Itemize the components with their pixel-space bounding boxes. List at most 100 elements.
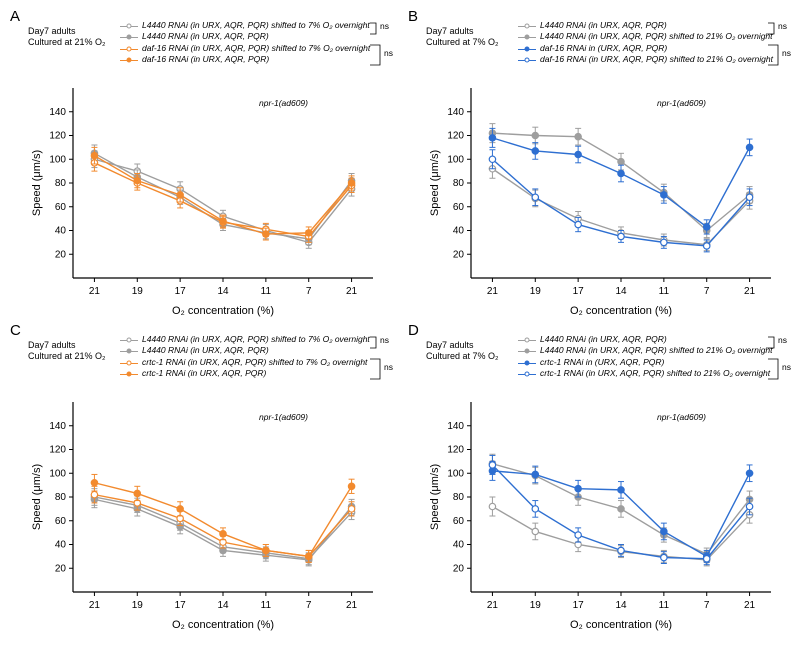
legend-text: L4440 RNAi (in URX, AQR, PQR) (540, 334, 667, 345)
data-point (348, 180, 354, 186)
legend-swatch (120, 33, 138, 41)
data-point (306, 230, 312, 236)
legend-swatch (518, 33, 536, 41)
legend-item: L4440 RNAi (in URX, AQR, PQR) shifted to… (518, 345, 773, 356)
y-tick-label: 100 (49, 154, 66, 165)
panel-C: CDay7 adultsCultured at 21% O₂L4440 RNAi… (10, 322, 400, 632)
data-point (263, 231, 269, 237)
data-point (746, 194, 752, 200)
y-tick-label: 120 (447, 131, 464, 142)
data-point (489, 462, 495, 468)
y-tick-label: 60 (55, 202, 67, 213)
x-tick-label: 7 (704, 600, 710, 611)
ns-label-2: ns (782, 362, 791, 372)
culture-line2: Cultured at 7% O₂ (426, 37, 499, 47)
data-point (704, 243, 710, 249)
culture-condition: Day7 adultsCultured at 21% O₂ (28, 26, 106, 49)
legend: L4440 RNAi (in URX, AQR, PQR) shifted to… (120, 334, 370, 380)
data-point (134, 490, 140, 496)
x-tick-label: 21 (487, 600, 499, 611)
data-point (575, 133, 581, 139)
y-axis-label: Speed (μm/s) (31, 464, 43, 530)
y-tick-label: 40 (55, 226, 67, 237)
legend-swatch (518, 370, 536, 378)
culture-line2: Cultured at 7% O₂ (426, 351, 499, 361)
y-tick-label: 80 (55, 492, 67, 503)
x-axis-label: O₂ concentration (%) (570, 305, 672, 317)
culture-line1: Day7 adults (28, 340, 76, 350)
data-point (91, 480, 97, 486)
legend-text: L4440 RNAi (in URX, AQR, PQR) shifted to… (540, 345, 773, 356)
data-point (532, 194, 538, 200)
culture-condition: Day7 adultsCultured at 21% O₂ (28, 340, 106, 363)
y-tick-label: 100 (447, 468, 464, 479)
y-tick-label: 140 (49, 421, 66, 432)
y-axis-label: Speed (μm/s) (31, 150, 43, 216)
legend-swatch (120, 45, 138, 53)
legend-text: daf-16 RNAi (in URX, AQR, PQR) shifted t… (142, 43, 370, 54)
data-point (489, 135, 495, 141)
data-point (532, 471, 538, 477)
data-point (575, 485, 581, 491)
y-tick-label: 40 (453, 540, 465, 551)
data-point (489, 503, 495, 509)
legend-text: crtc-1 RNAi in (URX, AQR, PQR) (540, 357, 664, 368)
legend-item: L4440 RNAi (in URX, AQR, PQR) shifted to… (120, 334, 370, 345)
ns-label-2: ns (782, 48, 791, 58)
data-point (348, 483, 354, 489)
y-tick-label: 100 (447, 154, 464, 165)
x-tick-label: 7 (306, 286, 312, 297)
culture-line2: Cultured at 21% O₂ (28, 351, 106, 361)
legend-swatch (518, 336, 536, 344)
ns-label-1: ns (380, 335, 389, 345)
data-point (348, 506, 354, 512)
legend-text: L4440 RNAi (in URX, AQR, PQR) shifted to… (142, 20, 370, 31)
x-axis-label: O₂ concentration (%) (570, 619, 672, 631)
y-tick-label: 140 (49, 107, 66, 118)
panel-B: BDay7 adultsCultured at 7% O₂L4440 RNAi … (408, 8, 798, 318)
genotype-label: npr-1(ad609) (657, 412, 706, 422)
x-tick-label: 19 (530, 600, 542, 611)
x-tick-label: 11 (261, 286, 272, 297)
legend-text: L4440 RNAi (in URX, AQR, PQR) (540, 20, 667, 31)
data-point (661, 192, 667, 198)
x-tick-label: 21 (346, 600, 358, 611)
ns-annotations: nsns (370, 20, 398, 72)
x-tick-label: 11 (261, 600, 272, 611)
legend-text: L4440 RNAi (in URX, AQR, PQR) shifted to… (540, 31, 773, 42)
legend-swatch (120, 56, 138, 64)
legend: L4440 RNAi (in URX, AQR, PQR)L4440 RNAi … (518, 334, 773, 380)
y-tick-label: 60 (453, 516, 465, 527)
data-point (134, 177, 140, 183)
x-tick-label: 17 (175, 286, 187, 297)
x-tick-label: 14 (217, 600, 229, 611)
y-axis-label: Speed (μm/s) (429, 150, 441, 216)
legend-swatch (518, 347, 536, 355)
culture-condition: Day7 adultsCultured at 7% O₂ (426, 340, 499, 363)
legend-item: L4440 RNAi (in URX, AQR, PQR) (518, 20, 773, 31)
data-point (661, 528, 667, 534)
x-tick-label: 21 (744, 600, 756, 611)
x-tick-label: 14 (615, 286, 627, 297)
x-tick-label: 19 (132, 286, 144, 297)
legend-swatch (120, 359, 138, 367)
data-point (306, 553, 312, 559)
panel-A: ADay7 adultsCultured at 21% O₂L4440 RNAi… (10, 8, 400, 318)
ns-label-1: ns (778, 21, 787, 31)
legend-item: L4440 RNAi (in URX, AQR, PQR) shifted to… (518, 31, 773, 42)
data-point (177, 192, 183, 198)
y-tick-label: 60 (453, 202, 465, 213)
legend: L4440 RNAi (in URX, AQR, PQR)L4440 RNAi … (518, 20, 773, 66)
x-tick-label: 17 (573, 600, 585, 611)
y-tick-label: 20 (55, 249, 67, 260)
x-tick-label: 19 (132, 600, 144, 611)
data-point (746, 503, 752, 509)
data-point (618, 233, 624, 239)
data-point (618, 158, 624, 164)
x-tick-label: 17 (175, 600, 187, 611)
ns-annotations: ns ns (768, 334, 796, 386)
ns-label-1: ns (380, 21, 389, 31)
ns-annotations: ns ns (768, 20, 796, 72)
y-tick-label: 80 (453, 492, 465, 503)
ns-label-1: ns (778, 335, 787, 345)
